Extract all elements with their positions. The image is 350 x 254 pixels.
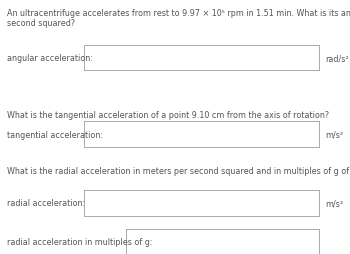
Text: m/s²: m/s² <box>326 199 344 208</box>
Text: m/s²: m/s² <box>326 130 344 139</box>
Text: rad/s²: rad/s² <box>326 54 349 63</box>
Text: radial acceleration in multiples of g:: radial acceleration in multiples of g: <box>7 237 153 246</box>
Text: What is the radial acceleration in meters per second squared and in multiples of: What is the radial acceleration in meter… <box>7 166 350 175</box>
Text: An ultracentrifuge accelerates from rest to 9.97 × 10⁵ rpm in 1.51 min. What is : An ultracentrifuge accelerates from rest… <box>7 9 350 28</box>
Text: What is the tangential acceleration of a point 9.10 cm from the axis of rotation: What is the tangential acceleration of a… <box>7 110 329 119</box>
Text: angular acceleration:: angular acceleration: <box>7 54 93 63</box>
Text: radial acceleration:: radial acceleration: <box>7 199 85 208</box>
Text: tangential acceleration:: tangential acceleration: <box>7 130 103 139</box>
